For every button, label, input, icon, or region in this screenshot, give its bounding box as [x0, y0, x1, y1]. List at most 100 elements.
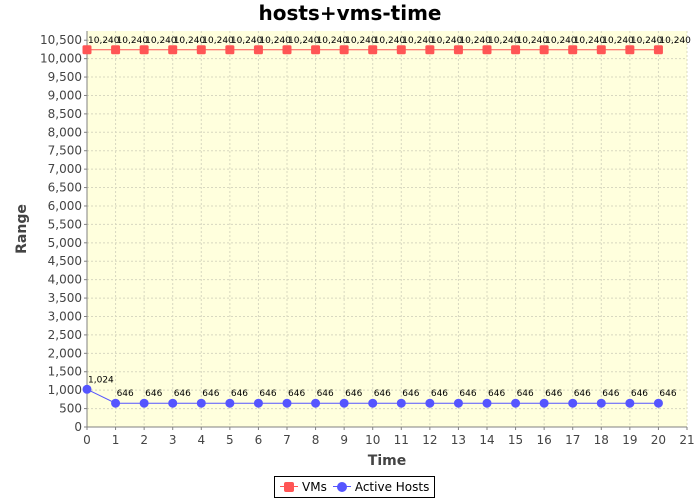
y-tick-label: 1,500 [48, 365, 82, 379]
y-tick-label: 9,000 [48, 88, 82, 102]
data-label-vms: 10,240 [117, 36, 149, 46]
data-point-active-hosts [282, 398, 292, 408]
data-label-vms: 10,240 [431, 36, 463, 46]
data-label-active-hosts: 646 [202, 389, 219, 399]
x-tick-label: 19 [622, 433, 637, 447]
data-point-active-hosts [625, 398, 635, 408]
data-label-active-hosts: 646 [488, 389, 505, 399]
data-point-vms [139, 45, 149, 55]
data-label-active-hosts: 646 [459, 389, 476, 399]
data-label-active-hosts: 646 [259, 389, 276, 399]
data-label-active-hosts: 646 [545, 389, 562, 399]
data-label-vms: 10,240 [488, 36, 520, 46]
y-tick-label: 2,500 [48, 328, 82, 342]
data-point-vms [625, 45, 635, 55]
data-point-active-hosts [339, 398, 349, 408]
y-tick-label: 7,500 [48, 144, 82, 158]
data-label-vms: 10,240 [88, 36, 120, 46]
data-label-vms: 10,240 [202, 36, 234, 46]
data-label-vms: 10,240 [602, 36, 634, 46]
x-tick-label: 2 [140, 433, 148, 447]
data-label-active-hosts: 646 [374, 389, 391, 399]
data-label-vms: 10,240 [631, 36, 663, 46]
data-label-vms: 10,240 [317, 36, 349, 46]
series-vms [82, 45, 663, 55]
data-point-active-hosts [139, 398, 149, 408]
data-label-active-hosts: 646 [345, 389, 362, 399]
data-point-vms [196, 45, 206, 55]
data-label-active-hosts: 646 [631, 389, 648, 399]
data-label-active-hosts: 646 [317, 389, 334, 399]
data-point-active-hosts [482, 398, 492, 408]
data-label-active-hosts: 646 [231, 389, 248, 399]
data-point-vms [482, 45, 492, 55]
data-label-vms: 10,240 [231, 36, 263, 46]
y-tick-label: 500 [59, 402, 82, 416]
x-tick-label: 10 [365, 433, 380, 447]
y-tick-label: 0 [74, 420, 82, 434]
data-point-vms [168, 45, 178, 55]
y-axis-label: Range [14, 204, 30, 254]
y-tick-label: 6,500 [48, 181, 82, 195]
y-tick-label: 3,000 [48, 309, 82, 323]
x-tick-label: 15 [508, 433, 523, 447]
data-point-active-hosts [196, 398, 206, 408]
data-point-active-hosts [168, 398, 178, 408]
data-label-vms: 10,240 [659, 36, 691, 46]
x-tick-label: 3 [169, 433, 177, 447]
x-tick-label: 12 [422, 433, 437, 447]
series-active-hosts [82, 384, 663, 408]
data-point-vms [453, 45, 463, 55]
data-point-vms [425, 45, 435, 55]
x-tick-label: 5 [226, 433, 234, 447]
y-tick-label: 7,000 [48, 162, 82, 176]
y-tick-label: 2,000 [48, 346, 82, 360]
data-point-active-hosts [82, 384, 92, 394]
y-tick-label: 10,500 [40, 33, 82, 47]
data-label-active-hosts: 1,024 [88, 375, 114, 385]
data-point-vms [653, 45, 663, 55]
y-tick-label: 5,500 [48, 217, 82, 231]
data-label-vms: 10,240 [288, 36, 320, 46]
y-tick-label: 10,000 [40, 52, 82, 66]
data-point-vms [311, 45, 321, 55]
data-point-vms [282, 45, 292, 55]
y-tick-label: 5,000 [48, 236, 82, 250]
data-labels: 10,24010,24010,24010,24010,24010,24010,2… [88, 36, 691, 399]
y-tick-label: 9,500 [48, 70, 82, 84]
axes: 0 500 1,000 1,500 2,000 2,500 3,000 3,500 4,000 4… [40, 31, 695, 447]
x-tick-label: 18 [594, 433, 609, 447]
data-point-vms [368, 45, 378, 55]
data-label-vms: 10,240 [517, 36, 549, 46]
x-tick-label: 13 [451, 433, 466, 447]
y-tick-label: 8,000 [48, 125, 82, 139]
data-point-active-hosts [425, 398, 435, 408]
data-label-active-hosts: 646 [602, 389, 619, 399]
y-tick-label: 6,000 [48, 199, 82, 213]
x-tick-label: 8 [312, 433, 320, 447]
legend-label-vms: VMs [302, 480, 327, 494]
data-label-vms: 10,240 [174, 36, 206, 46]
data-point-active-hosts [311, 398, 321, 408]
x-axis-label: Time [368, 453, 406, 469]
data-point-active-hosts [368, 398, 378, 408]
data-point-vms [82, 45, 92, 55]
x-tick-label: 1 [112, 433, 120, 447]
grid-lines [86, 31, 688, 428]
legend-swatch-active-hosts [332, 482, 351, 492]
x-tick-label: 16 [537, 433, 552, 447]
x-tick-label: 7 [283, 433, 291, 447]
data-point-active-hosts [596, 398, 606, 408]
data-point-vms [339, 45, 349, 55]
data-label-active-hosts: 646 [517, 389, 534, 399]
x-tick-label: 17 [565, 433, 580, 447]
y-tick-label: 3,500 [48, 291, 82, 305]
data-point-vms [225, 45, 235, 55]
data-label-active-hosts: 646 [659, 389, 676, 399]
x-tick-label: 11 [394, 433, 409, 447]
legend: VMs Active Hosts [274, 476, 436, 498]
legend-item-vms: VMs [280, 480, 327, 494]
x-tick-label: 0 [83, 433, 91, 447]
data-point-vms [511, 45, 521, 55]
data-label-vms: 10,240 [345, 36, 377, 46]
